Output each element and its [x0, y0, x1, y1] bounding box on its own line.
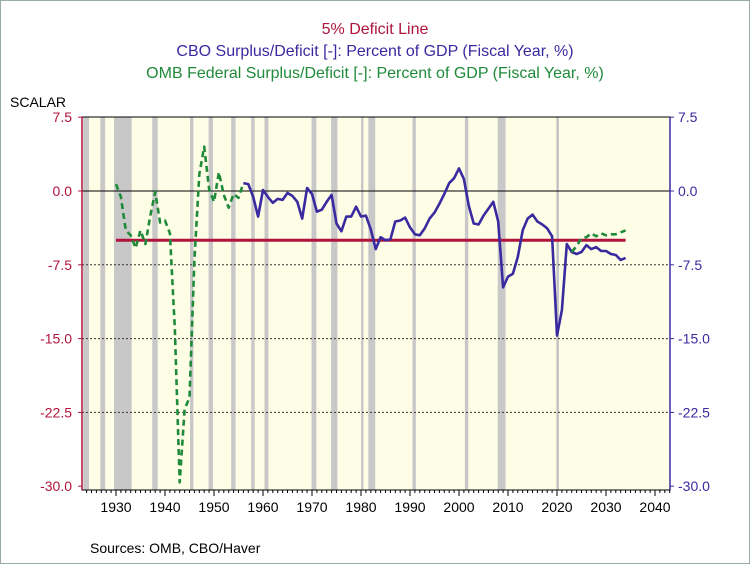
recession-band [412, 117, 416, 490]
recession-band [231, 117, 236, 490]
y-tick-label-right: -7.5 [678, 257, 702, 273]
x-tick-label: 1970 [296, 499, 327, 515]
title-deficit-line: 5% Deficit Line [322, 21, 429, 38]
recession-band [208, 117, 214, 490]
series-line-2 [114, 145, 245, 484]
x-tick-label: 2010 [492, 499, 523, 515]
recession-band [331, 117, 338, 490]
x-tick-label: 1950 [198, 499, 229, 515]
x-tick-label: 2020 [541, 499, 572, 515]
y-tick-label-left: -15.0 [40, 331, 72, 347]
source-note: Sources: OMB, CBO/Haver [90, 540, 261, 556]
x-tick-label: 1940 [149, 499, 180, 515]
recession-band [152, 117, 158, 490]
title-cbo: CBO Surplus/Deficit [-]: Percent of GDP … [176, 43, 573, 60]
x-tick-label: 1980 [345, 499, 376, 515]
y-tick-label-right: -15.0 [678, 331, 710, 347]
recession-band [83, 117, 90, 490]
recession-band [100, 117, 106, 490]
y-axis-label: SCALAR [10, 94, 66, 110]
y-tick-label-left: -22.5 [40, 404, 72, 420]
x-tick-label: 1960 [247, 499, 278, 515]
series-line-1 [243, 167, 627, 337]
plot-background [82, 117, 670, 490]
x-tick-label: 2030 [590, 499, 621, 515]
x-tick-label: 2040 [639, 499, 670, 515]
recession-band [557, 117, 559, 490]
y-tick-label-left: 7.5 [53, 109, 73, 125]
y-tick-label-left: -7.5 [48, 257, 72, 273]
title-omb: OMB Federal Surplus/Deficit [-]: Percent… [146, 65, 604, 82]
y-tick-label-right: 0.0 [678, 183, 698, 199]
recession-band [361, 117, 364, 490]
recession-band [368, 117, 376, 490]
y-tick-label-right: -22.5 [678, 404, 710, 420]
y-tick-label-right: -30.0 [678, 478, 710, 494]
x-tick-label: 2000 [443, 499, 474, 515]
y-tick-label-left: -30.0 [40, 478, 72, 494]
y-tick-label-right: 7.5 [678, 109, 698, 125]
x-tick-label: 1930 [100, 499, 131, 515]
recession-band [311, 117, 317, 490]
recession-band [251, 117, 255, 490]
recession-band [464, 117, 469, 490]
y-tick-label-left: 0.0 [53, 183, 73, 199]
recession-band [114, 117, 132, 490]
recession-band [497, 117, 506, 490]
x-tick-label: 1990 [394, 499, 425, 515]
recession-band [264, 117, 269, 490]
series-line-3 [570, 229, 627, 253]
